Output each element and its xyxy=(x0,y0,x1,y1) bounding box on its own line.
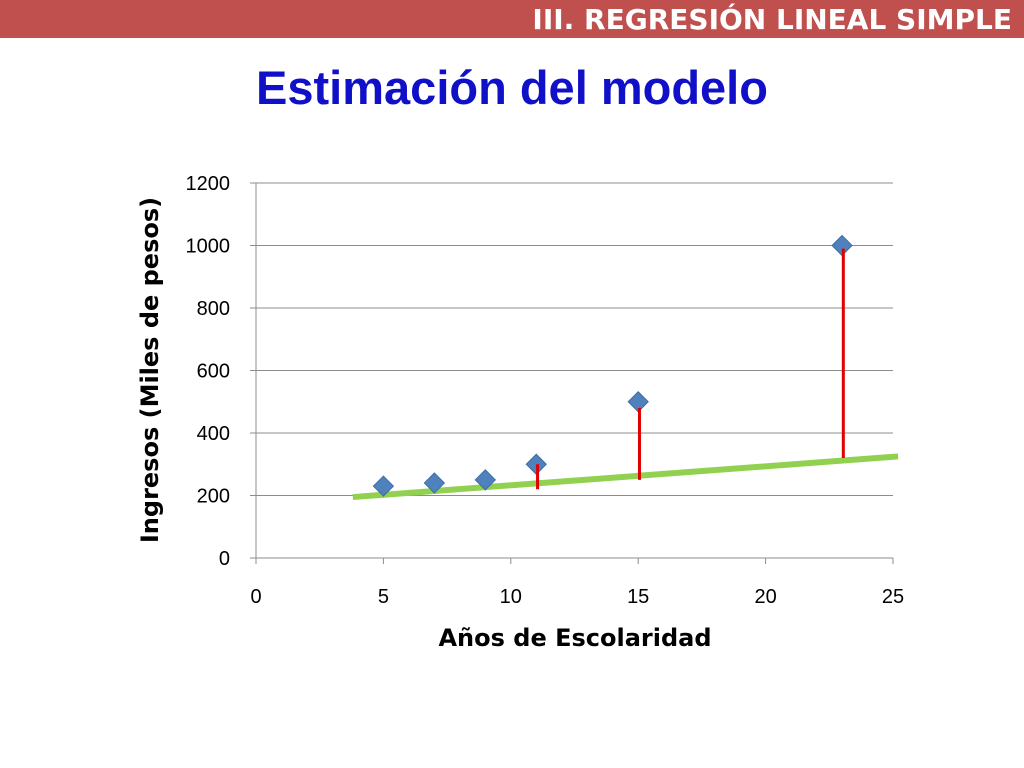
y-tick-label-200: 200 xyxy=(197,486,230,508)
regression-line xyxy=(352,453,899,501)
x-tick-label-20: 20 xyxy=(754,586,776,608)
y-axis-title: Ingresos (Miles de pesos) xyxy=(136,197,164,543)
x-tick-label-10: 10 xyxy=(500,586,522,608)
x-tick-label-0: 0 xyxy=(250,586,261,608)
x-axis-title: Años de Escolaridad xyxy=(438,624,711,652)
grid-lines xyxy=(256,182,893,496)
y-tick-label-600: 600 xyxy=(197,361,230,383)
section-title: III. REGRESIÓN LINEAL SIMPLE xyxy=(532,3,1012,36)
axes xyxy=(250,182,894,564)
y-tick-label-1200: 1200 xyxy=(186,173,231,195)
data-point-3 xyxy=(474,469,497,491)
residual-lines xyxy=(536,248,845,490)
regression-line-group xyxy=(352,453,899,501)
x-tick-label-5: 5 xyxy=(378,586,389,608)
x-tick-label-15: 15 xyxy=(627,586,649,608)
y-tick-label-400: 400 xyxy=(197,423,230,445)
slide-title: Estimación del modelo xyxy=(256,61,768,114)
y-tick-label-1000: 1000 xyxy=(186,236,231,258)
tick-labels: 0 200 400 600 800 1000 1200 0 5 10 15 20 25 xyxy=(186,173,905,608)
y-tick-label-800: 800 xyxy=(197,298,230,320)
x-tick-label-25: 25 xyxy=(882,586,904,608)
header-bar: III. REGRESIÓN LINEAL SIMPLE xyxy=(0,0,1024,38)
data-point-2 xyxy=(423,472,446,494)
y-tick-label-0: 0 xyxy=(219,548,230,570)
data-points xyxy=(372,234,853,497)
data-point-1 xyxy=(372,475,395,497)
